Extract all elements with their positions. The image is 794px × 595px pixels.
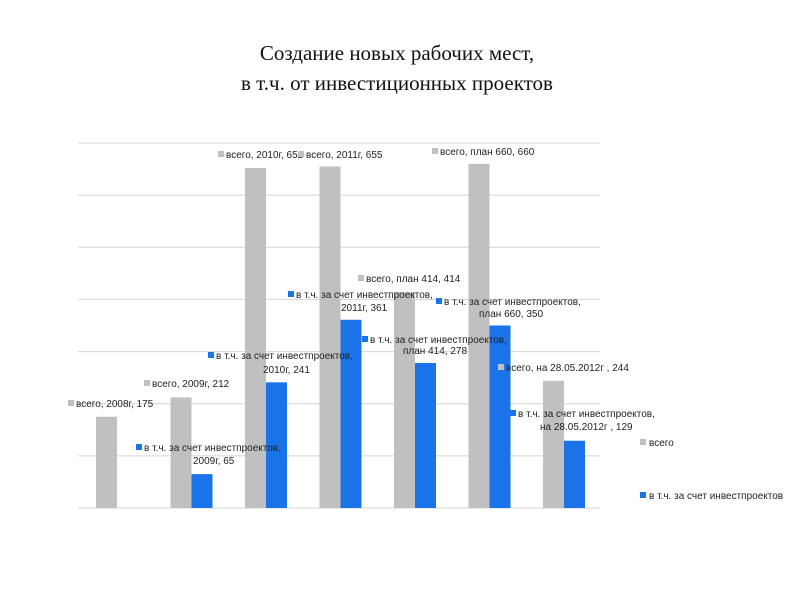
bar-total-2 xyxy=(245,168,266,508)
bar-investproject-6 xyxy=(564,440,585,508)
data-label: на 28.05.2012г , 129 xyxy=(540,422,633,433)
data-label: в т.ч. за счет инвестпроектов, xyxy=(444,297,581,308)
data-label: всего, 2011г, 655 xyxy=(306,150,383,161)
bar-total-4 xyxy=(394,292,415,508)
data-label-key xyxy=(136,444,142,450)
legend-label-0: всего xyxy=(649,438,674,449)
legend-key-0 xyxy=(640,439,646,445)
data-label: в т.ч. за счет инвестпроектов, xyxy=(144,443,281,454)
bar-total-1 xyxy=(170,397,192,508)
data-label: всего, на 28.05.2012г , 244 xyxy=(506,363,629,374)
data-label-key xyxy=(432,148,438,154)
data-label: всего, 2009г, 212 xyxy=(152,379,230,390)
data-label: всего, план 414, 414 xyxy=(366,274,461,285)
data-label-key xyxy=(362,336,368,342)
bar-total-3 xyxy=(319,166,341,508)
data-label-key xyxy=(298,151,304,157)
data-label-key xyxy=(288,291,294,297)
chart-title-line-1: Создание новых рабочих мест, xyxy=(259,41,535,65)
bar-total-5 xyxy=(468,163,490,508)
bar-total-6 xyxy=(543,380,564,508)
chart-title: Создание новых рабочих мест, в т.ч. от и… xyxy=(0,38,794,98)
legend-key-1 xyxy=(640,492,646,498)
data-label: в т.ч. за счет инвестпроектов, xyxy=(518,409,655,420)
data-label-key xyxy=(218,151,224,157)
data-label-key xyxy=(144,380,150,386)
data-label-key xyxy=(68,400,74,406)
bar-investproject-3 xyxy=(340,319,362,508)
data-label: в т.ч. за счет инвестпроектов, xyxy=(370,335,507,346)
data-label: 2010г, 241 xyxy=(263,365,310,376)
bar-investproject-5 xyxy=(489,325,511,508)
bar-investproject-1 xyxy=(191,474,213,508)
data-label: всего, план 660, 660 xyxy=(440,147,535,158)
data-label-key xyxy=(358,275,364,281)
data-label-key xyxy=(510,410,516,416)
bar-investproject-2 xyxy=(266,382,287,508)
data-label: план 660, 350 xyxy=(479,309,543,320)
data-label-key xyxy=(436,298,442,304)
legend-label-1: в т.ч. за счет инвестпроектов xyxy=(649,491,783,502)
data-label-key xyxy=(208,352,214,358)
data-label: в т.ч. за счет инвестпроектов, xyxy=(216,351,353,362)
data-label-key xyxy=(498,364,504,370)
data-label: 2011г, 361 xyxy=(341,303,388,314)
data-label: всего, 2008г, 175 xyxy=(76,399,154,410)
data-label: план 414, 278 xyxy=(403,346,467,357)
chart-title-line-2: в т.ч. от инвестиционных проектов xyxy=(241,71,553,95)
bar-total-0 xyxy=(96,416,117,508)
data-label: 2009г, 65 xyxy=(193,456,235,467)
data-label: в т.ч. за счет инвестпроектов, xyxy=(296,290,433,301)
bar-investproject-4 xyxy=(415,363,436,508)
data-label: всего, 2010г, 652 xyxy=(226,150,304,161)
